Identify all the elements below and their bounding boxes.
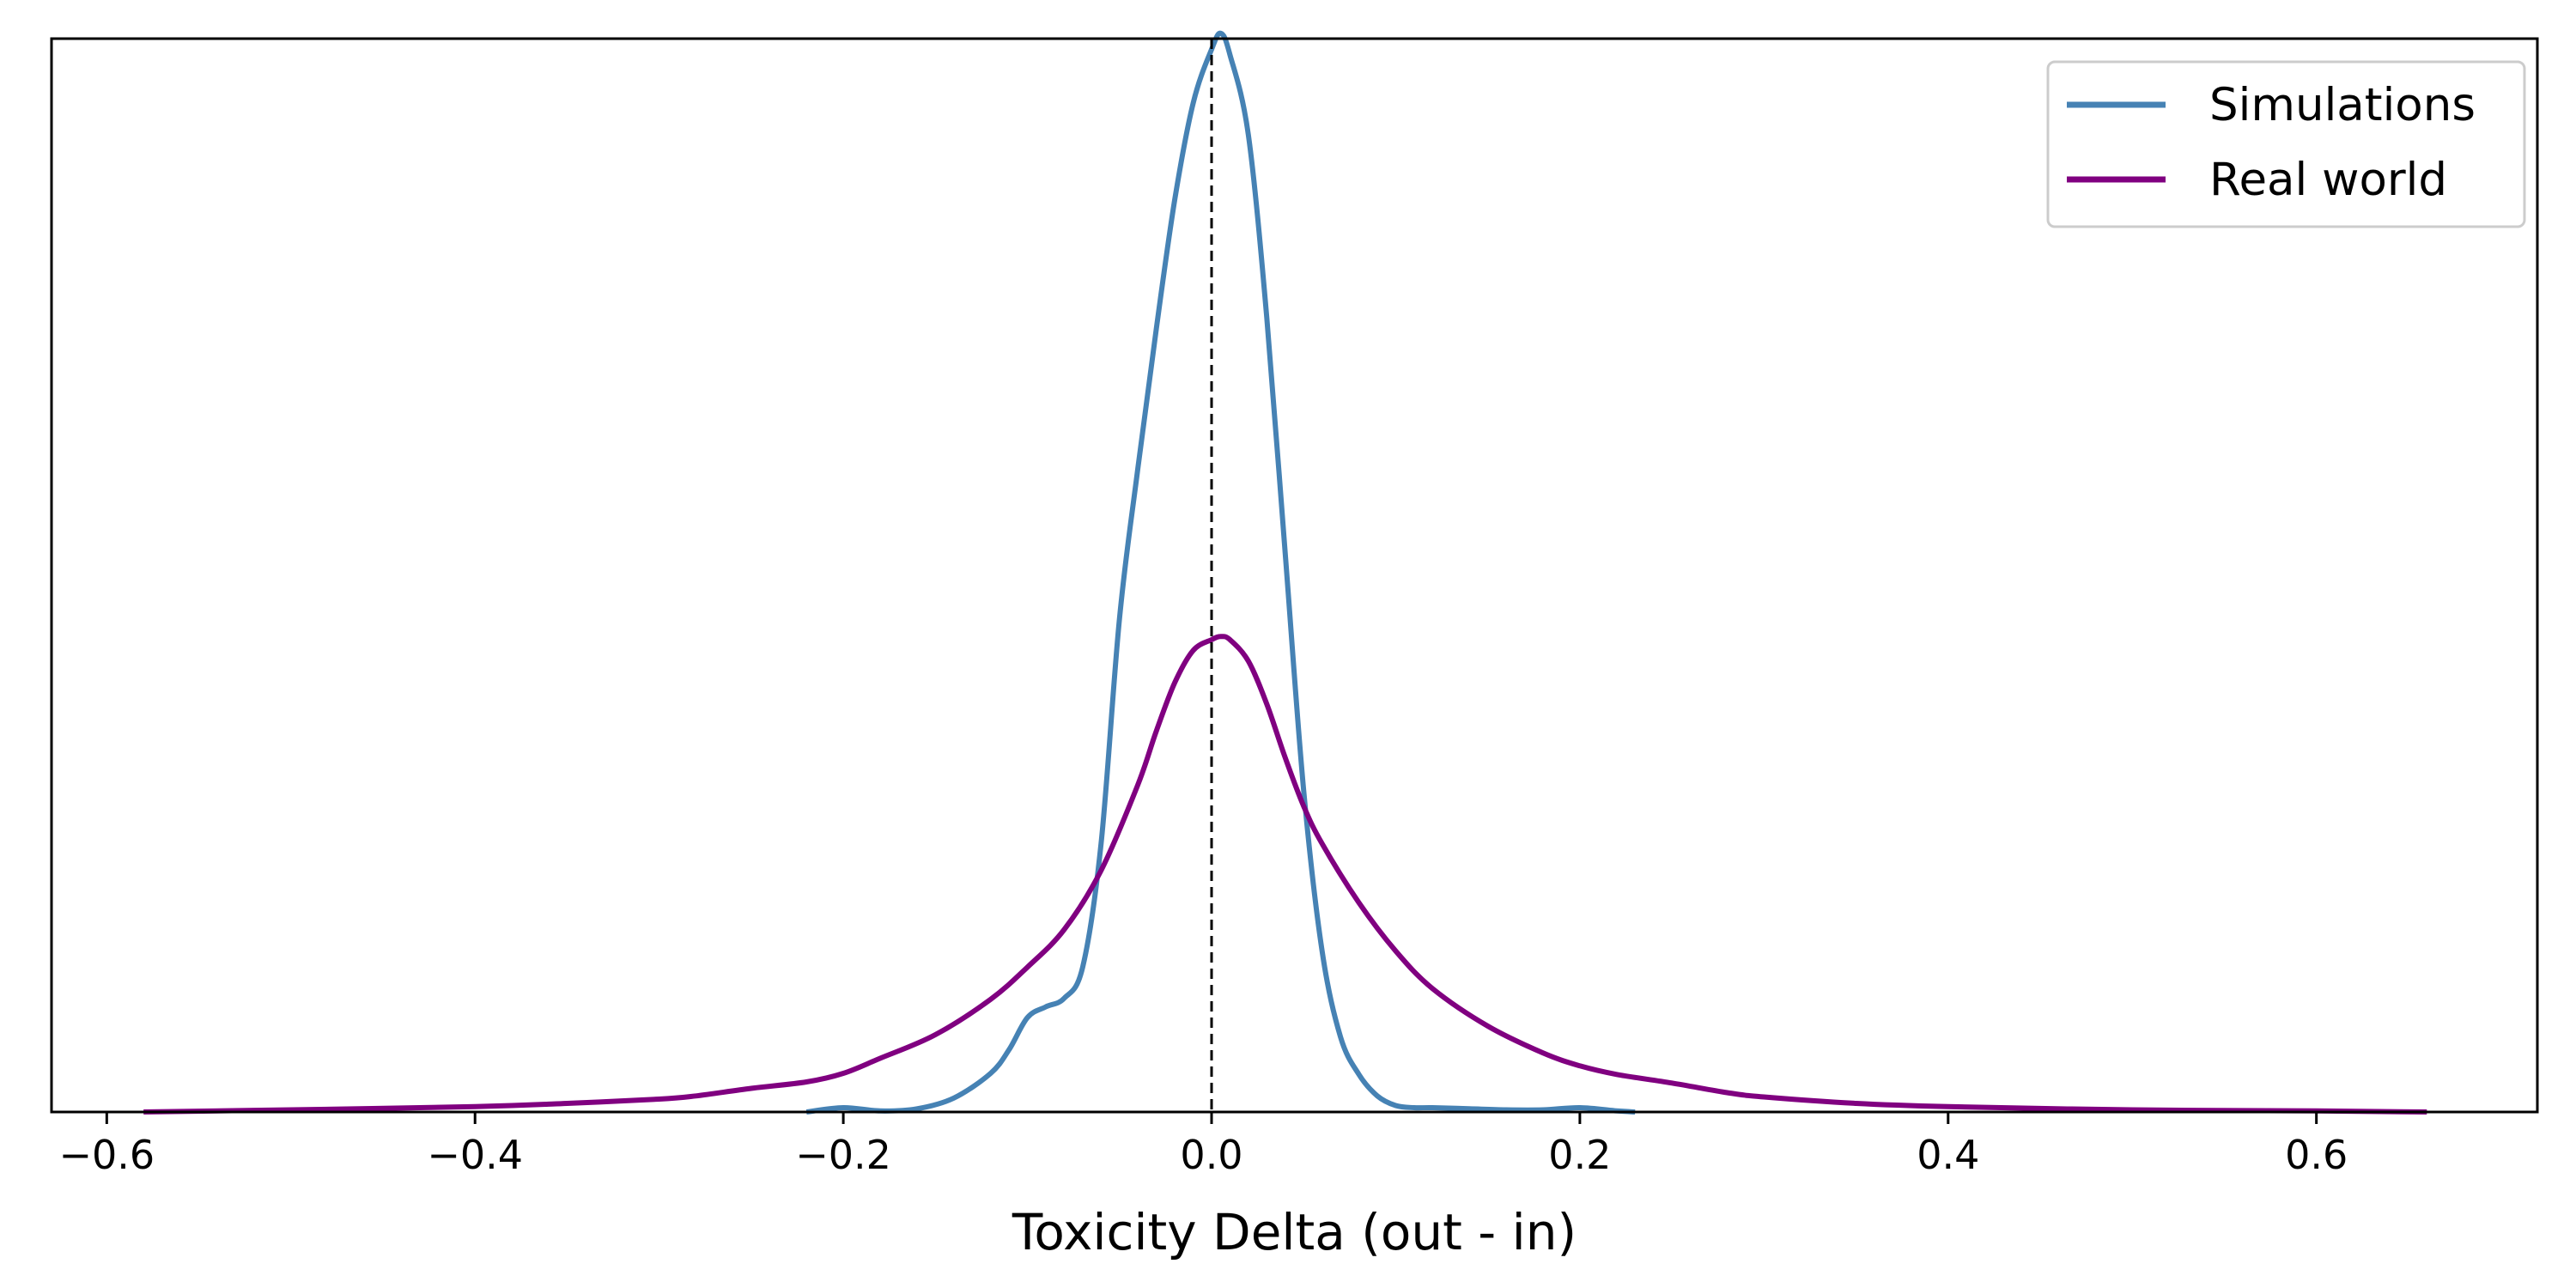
legend: Simulations Real world: [2046, 60, 2526, 228]
x-tick-label: 0.0: [1180, 1132, 1242, 1178]
x-axis-ticks: −0.6 −0.4 −0.2 0.0 0.2 0.4 0.6: [58, 1112, 2348, 1178]
x-tick-label: −0.4: [427, 1132, 523, 1178]
legend-label-real-world: Real world: [2209, 154, 2447, 206]
plot-frame: [50, 37, 2539, 1114]
x-axis-title: Toxicity Delta (out - in): [1012, 1203, 1577, 1261]
x-tick-label: −0.2: [795, 1132, 891, 1178]
legend-box: [2046, 60, 2526, 228]
x-tick-label: 0.2: [1548, 1132, 1611, 1178]
legend-label-simulations: Simulations: [2209, 79, 2476, 131]
series-line-real-world: [143, 634, 2427, 1115]
series-layer: [143, 30, 2427, 1115]
series-line-simulations: [805, 30, 1636, 1115]
x-tick-label: 0.6: [2285, 1132, 2348, 1178]
x-tick-label: −0.6: [58, 1132, 155, 1178]
x-tick-label: 0.4: [1917, 1132, 1979, 1178]
